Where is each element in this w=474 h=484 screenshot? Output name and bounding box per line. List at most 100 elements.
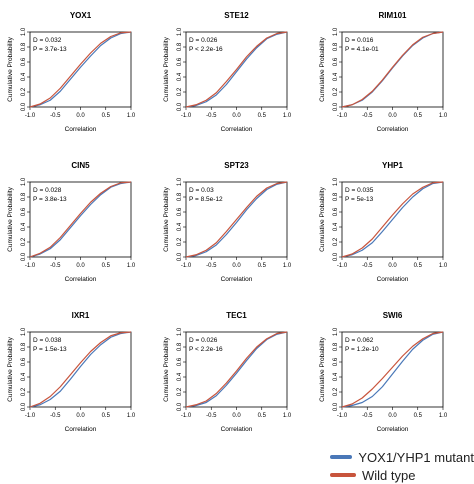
x-tick-label: 0.5 — [414, 263, 423, 269]
stat-label: D = 0.035 — [345, 187, 374, 194]
series-line-mutant — [341, 331, 444, 408]
y-tick-label: 1.0 — [177, 327, 183, 336]
stat-label: P = 1.5e-13 — [33, 346, 67, 353]
y-tick-label: 0.8 — [333, 342, 339, 351]
stat-label: D = 0.03 — [189, 187, 214, 194]
series-line-wild — [341, 31, 444, 108]
y-tick-label: 0.0 — [21, 402, 27, 411]
chart-yox1: YOX1 D = 0.032 P = 3.7e-13 -1.0 -0.5 0.0 0.5 1.… — [7, 11, 136, 133]
x-tick-label: 0.0 — [76, 113, 85, 119]
x-tick-label: -1.0 — [25, 413, 36, 419]
stat-label: P = 1.2e-10 — [345, 346, 379, 353]
y-tick-label: 0.2 — [333, 87, 339, 96]
y-tick-label: 1.0 — [333, 177, 339, 186]
x-tick-label: -0.5 — [362, 113, 373, 119]
series-line-mutant — [185, 31, 288, 108]
chart-title: YOX1 — [70, 11, 92, 20]
x-axis-label: Correlation — [377, 276, 409, 283]
x-tick-label: 0.0 — [388, 113, 397, 119]
chart-title: CIN5 — [71, 161, 90, 170]
series-line-mutant — [29, 31, 132, 108]
series-line-mutant — [185, 331, 288, 408]
x-axis-label: Correlation — [221, 276, 253, 283]
y-tick-label: 0.6 — [177, 357, 183, 366]
legend-label-mutant: YOX1/YHP1 mutant — [358, 449, 474, 465]
x-tick-label: 1.0 — [439, 263, 448, 269]
y-tick-label: 0.2 — [177, 387, 183, 396]
chart-yhp1: YHP1 D = 0.035 P = 5e-13 -1.0 -0.5 0.0 0.5 1.0 0… — [319, 161, 448, 283]
y-tick-label: 0.0 — [21, 252, 27, 261]
y-axis-label: Cumulative Probability — [319, 36, 326, 101]
legend: YOX1/YHP1 mutant Wild type — [330, 448, 474, 484]
legend-entry-wild: Wild type — [330, 466, 474, 484]
chart-swi6: SWI6 D = 0.062 P = 1.2e-10 -1.0 -0.5 0.0 0.5 1.… — [319, 311, 448, 433]
x-tick-label: 0.5 — [258, 263, 267, 269]
stat-label: D = 0.062 — [345, 337, 374, 344]
y-tick-label: 0.8 — [21, 42, 27, 51]
series-line-wild — [29, 331, 132, 408]
y-tick-label: 0.8 — [177, 192, 183, 201]
y-tick-label: 0.8 — [333, 42, 339, 51]
series-line-mutant — [341, 181, 444, 258]
chart-title: SPT23 — [224, 161, 249, 170]
y-tick-label: 0.0 — [333, 102, 339, 111]
stat-label: P < 2.2e-16 — [189, 346, 223, 353]
x-tick-label: -1.0 — [25, 263, 36, 269]
legend-entry-mutant: YOX1/YHP1 mutant — [330, 448, 474, 466]
x-axis-label: Correlation — [377, 426, 409, 433]
y-tick-label: 0.6 — [21, 207, 27, 216]
y-tick-label: 0.4 — [177, 372, 183, 381]
x-tick-label: 0.5 — [414, 413, 423, 419]
chart-title: SWI6 — [383, 311, 403, 320]
y-tick-label: 0.2 — [21, 87, 27, 96]
stat-label: D = 0.026 — [189, 337, 218, 344]
y-tick-label: 0.4 — [333, 222, 339, 231]
y-tick-label: 0.0 — [177, 102, 183, 111]
y-tick-label: 0.4 — [21, 372, 27, 381]
y-tick-label: 1.0 — [177, 27, 183, 36]
y-tick-label: 0.4 — [177, 222, 183, 231]
series-line-wild — [341, 331, 444, 408]
series-line-wild — [341, 181, 444, 258]
y-tick-label: 0.4 — [21, 72, 27, 81]
y-tick-label: 0.2 — [21, 387, 27, 396]
y-tick-label: 0.2 — [177, 237, 183, 246]
y-tick-label: 0.8 — [177, 42, 183, 51]
y-axis-label: Cumulative Probability — [163, 36, 170, 101]
stat-label: P < 2.2e-16 — [189, 46, 223, 53]
chart-rim101: RIM101 D = 0.016 P = 4.1e-01 -1.0 -0.5 0.0 0.5… — [319, 11, 448, 133]
y-tick-label: 0.0 — [177, 402, 183, 411]
x-tick-label: -0.5 — [206, 413, 217, 419]
y-tick-label: 0.8 — [333, 192, 339, 201]
x-tick-label: -0.5 — [362, 413, 373, 419]
y-tick-label: 0.0 — [21, 102, 27, 111]
legend-swatch-wild — [330, 473, 356, 477]
y-tick-label: 0.6 — [21, 357, 27, 366]
chart-cin5: CIN5 D = 0.028 P = 3.8e-13 -1.0 -0.5 0.0 0.5 1.… — [7, 161, 136, 283]
chart-title: TEC1 — [226, 311, 247, 320]
series-line-mutant — [29, 181, 132, 258]
stat-label: P = 3.8e-13 — [33, 196, 67, 203]
y-axis-label: Cumulative Probability — [319, 186, 326, 251]
y-tick-label: 0.6 — [333, 207, 339, 216]
y-axis-label: Cumulative Probability — [163, 336, 170, 401]
y-tick-label: 0.4 — [333, 72, 339, 81]
y-axis-label: Cumulative Probability — [319, 336, 326, 401]
x-axis-label: Correlation — [65, 276, 97, 283]
x-tick-label: 0.0 — [232, 113, 241, 119]
x-tick-label: 0.5 — [258, 113, 267, 119]
y-tick-label: 1.0 — [177, 177, 183, 186]
y-tick-label: 0.4 — [333, 372, 339, 381]
stat-label: D = 0.038 — [33, 337, 62, 344]
y-tick-label: 0.2 — [333, 387, 339, 396]
stat-label: D = 0.016 — [345, 37, 374, 44]
y-tick-label: 0.2 — [177, 87, 183, 96]
stat-label: P = 3.7e-13 — [33, 46, 67, 53]
y-tick-label: 1.0 — [333, 327, 339, 336]
x-tick-label: 1.0 — [127, 413, 136, 419]
x-tick-label: 0.0 — [232, 263, 241, 269]
x-tick-label: -1.0 — [25, 113, 36, 119]
y-tick-label: 0.4 — [177, 72, 183, 81]
x-axis-label: Correlation — [221, 426, 253, 433]
y-axis-label: Cumulative Probability — [7, 186, 14, 251]
